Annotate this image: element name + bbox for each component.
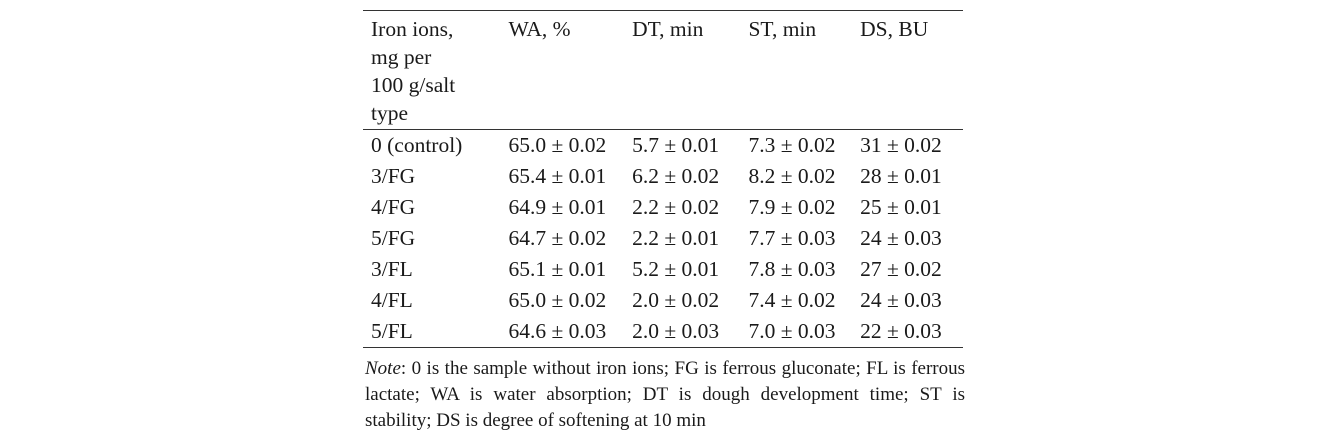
cell-st: 7.7 ± 0.03 (748, 226, 836, 250)
header-dt: DT, min (632, 17, 704, 41)
cell-ds: 27 ± 0.02 (860, 257, 942, 281)
header-st: ST, min (748, 17, 817, 41)
cell-dt: 2.0 ± 0.02 (632, 288, 720, 312)
header-iron-ions-line: 100 g/salt (371, 73, 456, 97)
cell-wa: 65.0 ± 0.02 (508, 133, 607, 157)
header-ds: DS, BU (860, 17, 929, 41)
cell-wa: 65.1 ± 0.01 (508, 257, 607, 281)
data-table: Iron ions, mg per 100 g/salt type WA, % … (363, 10, 963, 348)
note-label: Note (365, 358, 401, 379)
cell-ds: 22 ± 0.03 (860, 319, 942, 343)
table-row: 3/FL 65.1 ± 0.01 5.2 ± 0.01 7.8 ± 0.03 27 ± … (363, 254, 963, 285)
table-row: 3/FG 65.4 ± 0.01 6.2 ± 0.02 8.2 ± 0.02 28 ± … (363, 161, 963, 192)
cell-wa: 64.9 ± 0.01 (508, 195, 607, 219)
cell-wa: 65.4 ± 0.01 (508, 164, 607, 188)
table-body: 0 (control) 65.0 ± 0.02 5.7 ± 0.01 7.3 ± 0.… (363, 130, 963, 348)
cell-st: 7.8 ± 0.03 (748, 257, 836, 281)
table-row: 5/FL 64.6 ± 0.03 2.0 ± 0.03 7.0 ± 0.03 22 ± … (363, 316, 963, 348)
cell-sample: 4/FG (371, 195, 416, 219)
cell-sample: 5/FG (371, 226, 416, 250)
header-row: Iron ions, mg per 100 g/salt type WA, % … (363, 10, 963, 130)
header-iron-ions-line: mg per (371, 45, 432, 69)
table-row: 5/FG 64.7 ± 0.02 2.2 ± 0.01 7.7 ± 0.03 24 ± … (363, 223, 963, 254)
header-iron-ions: Iron ions, mg per 100 g/salt type (363, 11, 508, 130)
cell-dt: 6.2 ± 0.02 (632, 164, 720, 188)
table-note: Note: 0 is the sample without iron ions;… (363, 356, 965, 434)
cell-st: 7.0 ± 0.03 (748, 319, 836, 343)
header-wa: WA, % (508, 17, 571, 41)
cell-ds: 28 ± 0.01 (860, 164, 942, 188)
cell-sample: 3/FL (371, 257, 413, 281)
cell-wa: 64.7 ± 0.02 (508, 226, 607, 250)
cell-dt: 5.7 ± 0.01 (632, 133, 720, 157)
cell-st: 7.4 ± 0.02 (748, 288, 836, 312)
cell-wa: 65.0 ± 0.02 (508, 288, 607, 312)
cell-ds: 24 ± 0.03 (860, 288, 942, 312)
table-row: 4/FL 65.0 ± 0.02 2.0 ± 0.02 7.4 ± 0.02 24 ± … (363, 285, 963, 316)
header-iron-ions-line: type (371, 101, 409, 125)
cell-wa: 64.6 ± 0.03 (508, 319, 607, 343)
cell-sample: 3/FG (371, 164, 416, 188)
cell-sample: 0 (control) (371, 133, 463, 157)
table-header: Iron ions, mg per 100 g/salt type WA, % … (363, 10, 963, 130)
cell-sample: 5/FL (371, 319, 413, 343)
table-row: 0 (control) 65.0 ± 0.02 5.7 ± 0.01 7.3 ± 0.… (363, 130, 963, 162)
cell-ds: 31 ± 0.02 (860, 133, 942, 157)
cell-ds: 25 ± 0.01 (860, 195, 942, 219)
cell-dt: 2.2 ± 0.02 (632, 195, 720, 219)
header-iron-ions-line: Iron ions, (371, 17, 454, 41)
cell-ds: 24 ± 0.03 (860, 226, 942, 250)
cell-dt: 2.0 ± 0.03 (632, 319, 720, 343)
cell-dt: 5.2 ± 0.01 (632, 257, 720, 281)
cell-dt: 2.2 ± 0.01 (632, 226, 720, 250)
table-row: 4/FG 64.9 ± 0.01 2.2 ± 0.02 7.9 ± 0.02 25 ± … (363, 192, 963, 223)
note-text: : 0 is the sample without iron ions; FG … (365, 358, 965, 431)
cell-st: 7.3 ± 0.02 (748, 133, 836, 157)
cell-sample: 4/FL (371, 288, 413, 312)
cell-st: 8.2 ± 0.02 (748, 164, 836, 188)
cell-st: 7.9 ± 0.02 (748, 195, 836, 219)
table-container: Iron ions, mg per 100 g/salt type WA, % … (363, 10, 965, 434)
